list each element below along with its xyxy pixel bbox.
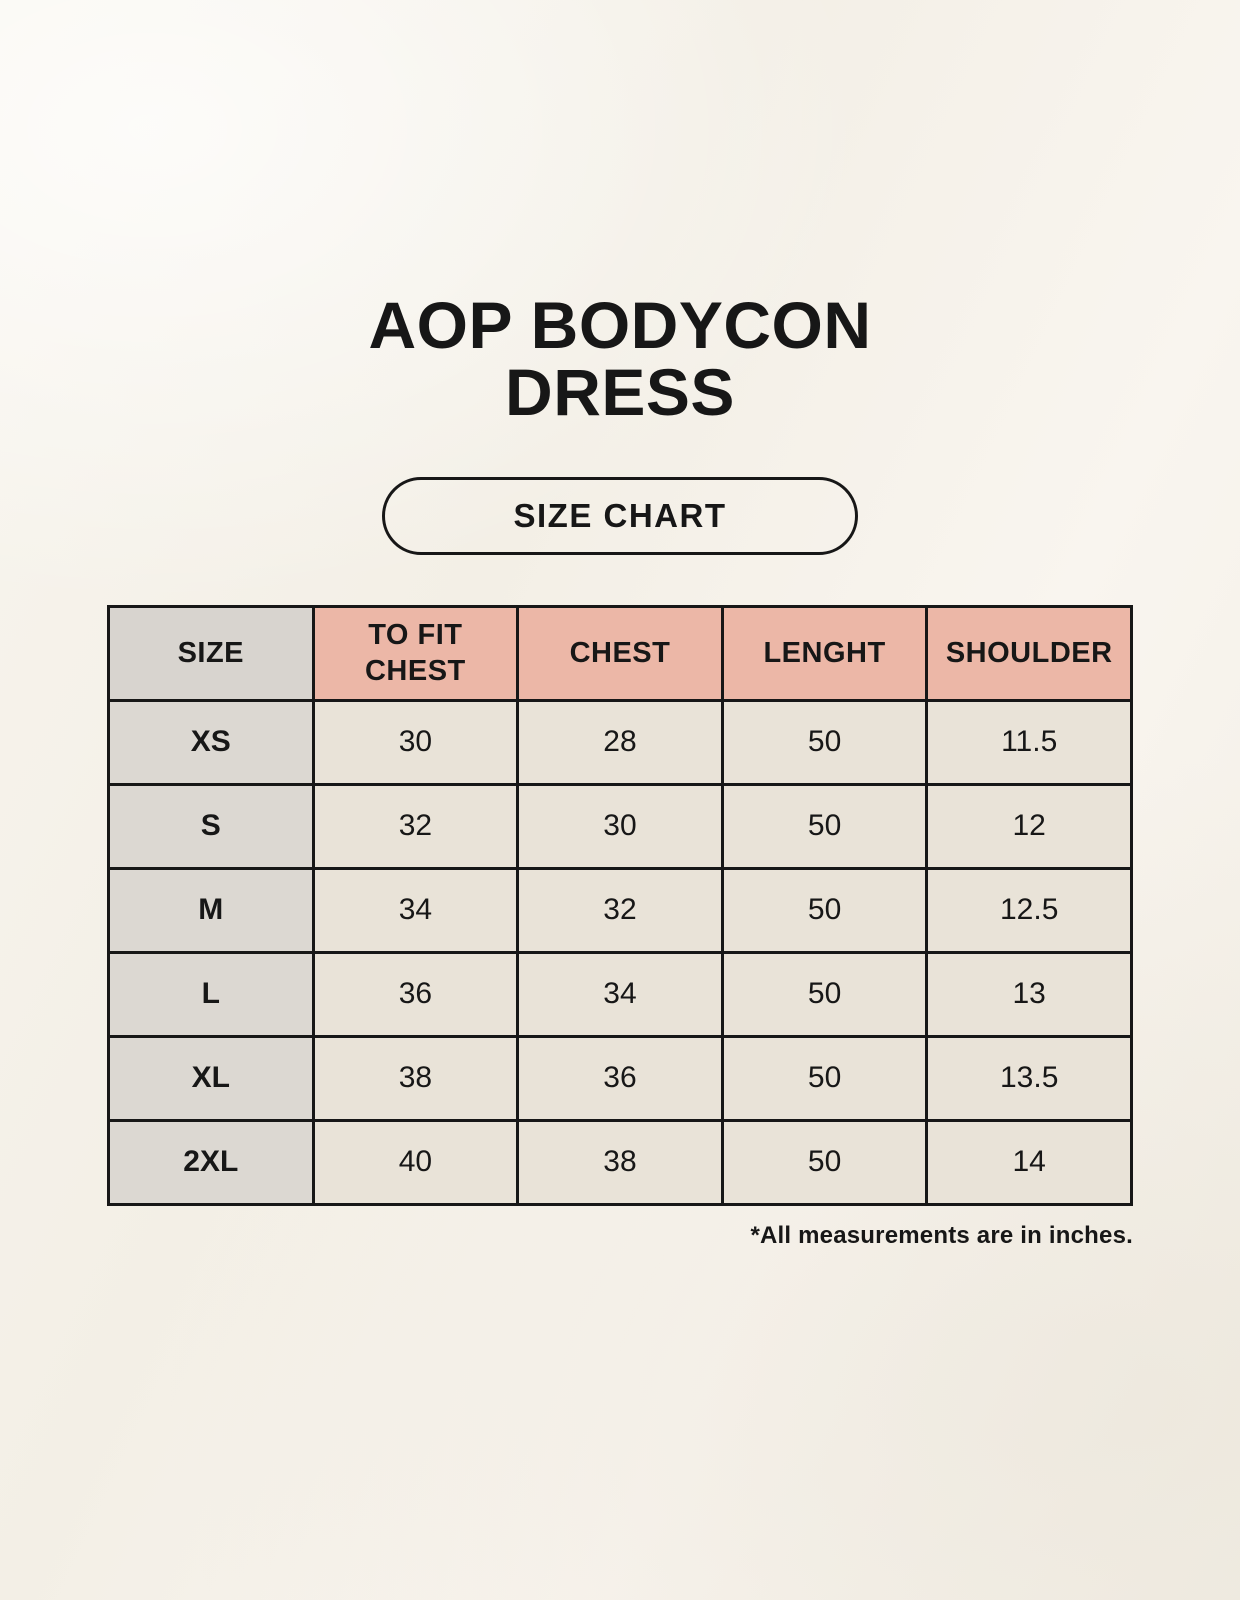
measurement-value: 34 [311, 866, 520, 954]
measurement-value: 14 [925, 1118, 1133, 1206]
table-row: 2XL 40 38 50 14 [107, 1118, 1133, 1206]
measurement-value: 36 [516, 1034, 724, 1122]
table-row: S 32 30 50 12 [107, 782, 1133, 870]
page-title: AOP BODYCON DRESS [368, 288, 872, 430]
measurement-value: 50 [720, 1034, 929, 1122]
column-header-size: SIZE [107, 604, 315, 702]
table-row: XS 30 28 50 11.5 [107, 698, 1133, 786]
size-label: XL [107, 1034, 315, 1122]
measurement-value: 40 [311, 1118, 520, 1206]
measurement-value: 30 [516, 782, 724, 870]
table-row: M 34 32 50 12.5 [107, 866, 1133, 954]
size-label: M [107, 866, 315, 954]
measurement-value: 32 [311, 782, 520, 870]
size-label: 2XL [107, 1118, 315, 1206]
measurement-value: 34 [516, 950, 724, 1038]
header-row: SIZE TO FIT CHEST CHEST LENGHT SHOULDER [107, 604, 1133, 702]
size-chart-badge-label: SIZE CHART [513, 496, 727, 534]
column-header-lenght: LENGHT [720, 604, 929, 702]
table-row: XL 38 36 50 13.5 [107, 1034, 1133, 1122]
measurement-value: 13 [925, 950, 1133, 1038]
size-label: S [107, 782, 315, 870]
measurement-value: 38 [516, 1118, 724, 1206]
measurement-value: 32 [516, 866, 724, 954]
size-chart-table: SIZE TO FIT CHEST CHEST LENGHT SHOULDER XS 30… [107, 604, 1133, 1206]
measurement-value: 30 [311, 698, 520, 786]
column-header-chest: CHEST [516, 604, 724, 702]
size-label: XS [107, 698, 315, 786]
column-header-shoulder: SHOULDER [925, 604, 1133, 702]
size-label: L [107, 950, 315, 1038]
measurement-value: 50 [720, 866, 929, 954]
measurement-value: 50 [720, 698, 929, 786]
measurement-value: 50 [720, 782, 929, 870]
measurement-value: 11.5 [925, 698, 1133, 786]
measurement-value: 12 [925, 782, 1133, 870]
table-body: XS 30 28 50 11.5 S 32 30 50 12 M 34 32 50 12.5 L 36 34 50 1… [107, 698, 1133, 1206]
measurement-value: 12.5 [925, 866, 1133, 954]
measurement-value: 50 [720, 950, 929, 1038]
measurement-value: 38 [311, 1034, 520, 1122]
table-row: L 36 34 50 13 [107, 950, 1133, 1038]
measurement-value: 28 [516, 698, 724, 786]
measurement-value: 13.5 [925, 1034, 1133, 1122]
measurements-footnote: *All measurements are in inches. [750, 1221, 1133, 1249]
measurement-value: 50 [720, 1118, 929, 1206]
size-chart-table-wrap: SIZE TO FIT CHEST CHEST LENGHT SHOULDER XS 30… [107, 604, 1133, 1250]
column-header-to-fit-chest: TO FIT CHEST [311, 604, 520, 702]
table-header: SIZE TO FIT CHEST CHEST LENGHT SHOULDER [107, 604, 1133, 702]
measurement-value: 36 [311, 950, 520, 1038]
size-chart-badge: SIZE CHART [382, 476, 858, 555]
